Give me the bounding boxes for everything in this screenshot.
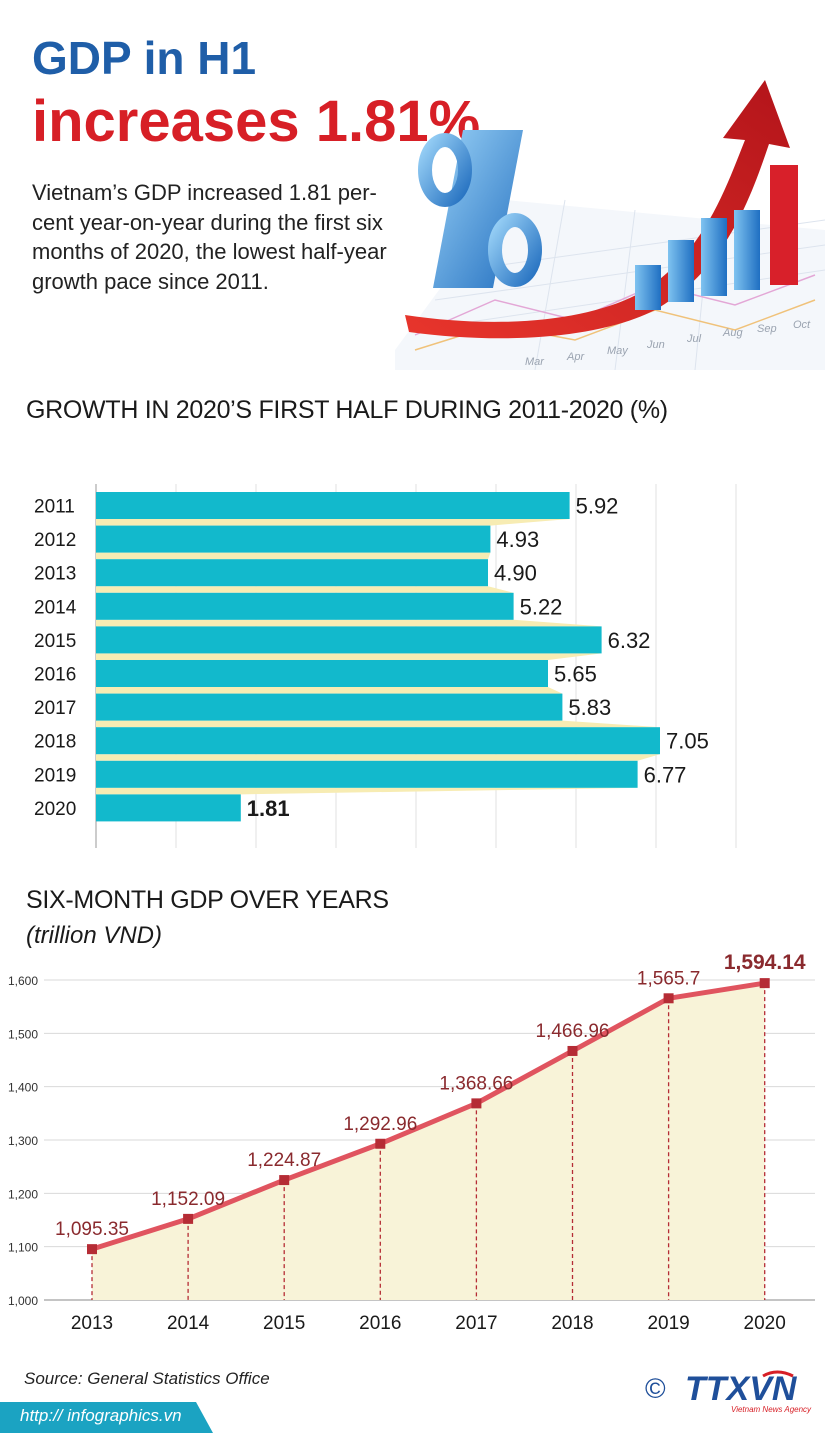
gdp-ytick-label: 1,600 xyxy=(8,974,38,988)
gdp-xtick-label: 2013 xyxy=(71,1313,113,1334)
bar-connector-band xyxy=(96,653,602,660)
gdp-xtick-label: 2017 xyxy=(455,1313,497,1334)
bar-2014 xyxy=(96,592,514,620)
hero-month-apr: Apr xyxy=(566,351,585,363)
bar-connector-band xyxy=(96,552,491,560)
gdp-chart-title: SIX-MONTH GDP OVER YEARS xyxy=(26,886,389,914)
bar-category-label: 2011 xyxy=(34,497,75,518)
bar-2011 xyxy=(96,492,570,519)
bar-value-label: 5.92 xyxy=(576,494,619,519)
gdp-ytick-label: 1,200 xyxy=(8,1187,38,1201)
gdp-value-label: 1,152.09 xyxy=(151,1189,225,1210)
gdp-point-2014 xyxy=(183,1213,194,1224)
hero-month-may: May xyxy=(607,345,629,357)
hero-month-aug: Aug xyxy=(722,327,743,339)
bar-value-label: 5.65 xyxy=(554,662,597,687)
hero-month-mar: Mar xyxy=(525,356,545,368)
bar-value-label: 7.05 xyxy=(666,729,709,754)
gdp-value-label: 1,594.14 xyxy=(724,951,806,974)
gdp-point-2017 xyxy=(471,1098,482,1109)
gdp-point-2016 xyxy=(375,1138,386,1149)
logo-wordmark: TTXVN xyxy=(685,1370,798,1408)
source-note: Source: General Statistics Office xyxy=(24,1369,270,1388)
gdp-ytick-label: 1,300 xyxy=(8,1134,38,1148)
footer-url-bar xyxy=(0,1402,213,1433)
bar-category-label: 2013 xyxy=(34,564,76,585)
hero-month-sep: Sep xyxy=(757,323,777,335)
bar-2018 xyxy=(96,727,660,755)
bar-value-label: 1.81 xyxy=(247,796,290,821)
gdp-xtick-label: 2018 xyxy=(551,1313,593,1334)
bar-category-label: 2018 xyxy=(34,732,76,753)
bar-2017 xyxy=(96,693,563,721)
gdp-series-line xyxy=(89,980,768,1252)
hero-illustration: Mar Apr May Jun Jul Aug Sep Oct xyxy=(395,80,825,370)
gdp-point-2013 xyxy=(87,1244,97,1255)
gdp-ytick-label: 1,100 xyxy=(8,1241,38,1255)
bar-2019 xyxy=(96,760,638,788)
bar-connector-band xyxy=(96,586,514,593)
bar-2012 xyxy=(96,525,491,553)
bar-connector-band xyxy=(96,519,570,526)
bar-value-label: 6.32 xyxy=(608,628,651,653)
gdp-xtick-label: 2014 xyxy=(167,1313,210,1334)
bar-2016 xyxy=(96,660,548,687)
gdp-point-2015 xyxy=(279,1175,290,1186)
gdp-ytick-label: 1,000 xyxy=(8,1294,38,1308)
bar-category-label: 2015 xyxy=(34,631,76,652)
bar-2013 xyxy=(96,559,488,587)
gdp-value-label: 1,292.96 xyxy=(343,1114,417,1135)
bar-value-label: 5.83 xyxy=(568,695,611,720)
gdp-value-label: 1,368.66 xyxy=(439,1073,513,1094)
ttxvn-logo: © TTXVN Vietnam News Agency xyxy=(645,1370,812,1414)
gdp-value-label: 1,565.7 xyxy=(637,968,700,989)
page-title-line2: increases 1.81% xyxy=(32,89,481,154)
gdp-xtick-label: 2020 xyxy=(744,1313,786,1334)
gdp-value-label: 1,466.96 xyxy=(536,1021,610,1042)
gdp-xtick-label: 2015 xyxy=(263,1313,305,1334)
bar-category-label: 2016 xyxy=(34,665,76,686)
gdp-chart-unit: (trillion VND) xyxy=(26,922,163,949)
bar-2020 xyxy=(96,794,241,822)
gdp-ytick-label: 1,400 xyxy=(8,1081,38,1095)
gdp-value-label: 1,224.87 xyxy=(247,1150,321,1171)
bar-value-label: 5.22 xyxy=(520,594,563,619)
bar-value-label: 4.90 xyxy=(494,561,537,586)
gdp-xtick-label: 2019 xyxy=(647,1313,689,1334)
bar-category-label: 2019 xyxy=(34,765,76,786)
bar-connector-band xyxy=(96,720,660,728)
hero-month-jun: Jun xyxy=(646,339,665,351)
page-title-line1: GDP in H1 xyxy=(32,32,257,84)
footer-url-link[interactable]: http:// infographics.vn xyxy=(20,1406,182,1425)
bar-category-label: 2012 xyxy=(34,530,76,551)
gdp-point-2018 xyxy=(567,1045,578,1056)
bar-value-label: 4.93 xyxy=(496,527,539,552)
growth-bar-chart: 2011 5.92 2012 4.93 2013 4.90 2014 5.22 2015 6.32… xyxy=(34,484,737,848)
bar-connector-band xyxy=(96,687,563,694)
gdp-value-label: 1,095.35 xyxy=(55,1219,129,1240)
gdp-point-2019 xyxy=(663,993,674,1004)
bar-category-label: 2014 xyxy=(34,597,77,618)
bar-category-label: 2017 xyxy=(34,698,76,719)
gdp-point-2020 xyxy=(759,978,770,989)
intro-text: Vietnam’s GDP increased 1.81 per- cent y… xyxy=(32,180,387,294)
gdp-ytick-label: 1,500 xyxy=(8,1027,38,1041)
bar-value-label: 6.77 xyxy=(644,762,687,787)
hero-month-jul: Jul xyxy=(686,333,702,345)
bar-connector-band xyxy=(96,619,602,627)
bar-connector-band xyxy=(96,754,660,761)
bar-2015 xyxy=(96,626,602,654)
hero-month-oct: Oct xyxy=(793,319,811,331)
copyright-icon: © xyxy=(645,1373,666,1404)
gdp-area-fill xyxy=(92,983,765,1300)
bar-category-label: 2020 xyxy=(34,799,76,820)
bar-connector-band xyxy=(96,787,638,795)
gdp-area-chart: 1,000 1,100 1,200 1,300 1,400 1,500 1,600 1,095… xyxy=(8,951,815,1334)
logo-subtext: Vietnam News Agency xyxy=(731,1405,812,1414)
bar-chart-title: GROWTH IN 2020’S FIRST HALF DURING 2011-… xyxy=(26,396,668,424)
gdp-xtick-label: 2016 xyxy=(359,1313,401,1334)
